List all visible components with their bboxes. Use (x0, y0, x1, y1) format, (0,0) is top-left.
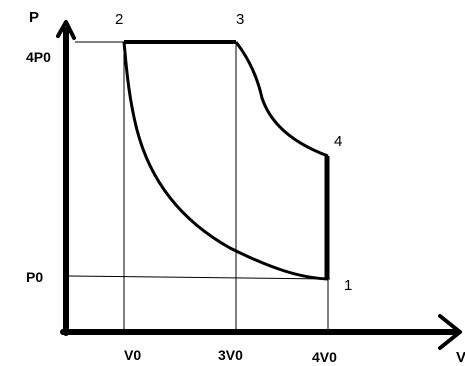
x-axis-arrowhead (438, 314, 462, 350)
y-axis-arrowhead (56, 20, 76, 40)
point-label-3: 3 (236, 11, 244, 28)
x-axis-label: V (456, 349, 465, 366)
tick-label-v0: V0 (124, 347, 141, 363)
point-label-4: 4 (334, 133, 342, 150)
tick-label-p0: P0 (26, 269, 43, 285)
guide-line-p0 (67, 275, 331, 280)
tick-label-4v0: 4V0 (312, 349, 337, 365)
tick-label-3v0: 3V0 (218, 347, 243, 363)
tick-label-4p0: 4P0 (26, 49, 51, 65)
process-3-4 (234, 41, 329, 158)
point-label-2: 2 (115, 11, 123, 28)
y-axis-label: P (29, 9, 39, 26)
point-label-1: 1 (344, 277, 352, 294)
process-1-2 (122, 41, 329, 281)
